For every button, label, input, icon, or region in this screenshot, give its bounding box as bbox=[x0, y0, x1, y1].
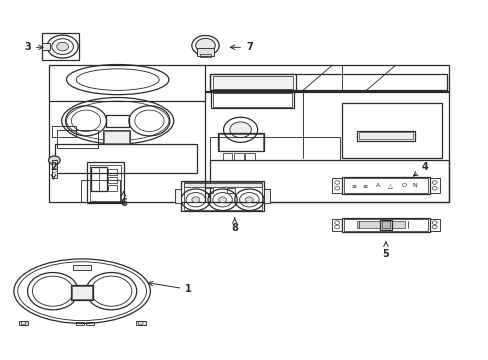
Bar bbox=[356, 131, 414, 140]
Bar bbox=[103, 130, 130, 144]
Bar bbox=[86, 321, 94, 325]
Bar bbox=[52, 160, 57, 178]
Bar bbox=[73, 265, 91, 270]
Text: 6: 6 bbox=[120, 192, 127, 208]
Circle shape bbox=[57, 42, 68, 51]
Bar bbox=[71, 285, 93, 300]
Bar bbox=[210, 74, 295, 90]
Text: A: A bbox=[375, 183, 379, 188]
Text: ≡: ≡ bbox=[362, 183, 367, 188]
Bar bbox=[87, 162, 124, 203]
Bar bbox=[41, 43, 50, 50]
Bar bbox=[91, 167, 106, 191]
Text: △: △ bbox=[387, 183, 392, 188]
Bar bbox=[181, 181, 264, 211]
Bar bbox=[183, 183, 261, 187]
Bar bbox=[341, 103, 441, 158]
Circle shape bbox=[245, 197, 253, 203]
Bar bbox=[222, 153, 232, 160]
Bar bbox=[210, 160, 448, 202]
Bar bbox=[341, 218, 429, 232]
Bar bbox=[429, 219, 439, 231]
Bar bbox=[217, 133, 264, 151]
Bar bbox=[136, 321, 145, 325]
Bar bbox=[211, 91, 294, 108]
Text: 4: 4 bbox=[412, 162, 427, 176]
Bar bbox=[175, 189, 181, 203]
Bar bbox=[183, 182, 261, 210]
Bar bbox=[72, 286, 92, 300]
Bar bbox=[90, 165, 121, 201]
Text: O: O bbox=[401, 183, 406, 188]
Bar bbox=[264, 189, 269, 203]
Bar bbox=[55, 144, 196, 173]
Bar bbox=[213, 93, 292, 107]
Bar bbox=[210, 74, 446, 90]
Bar bbox=[106, 115, 129, 127]
Bar bbox=[379, 220, 391, 230]
Bar bbox=[233, 153, 243, 160]
Bar bbox=[429, 178, 439, 193]
Bar bbox=[199, 54, 211, 57]
Bar bbox=[212, 76, 293, 89]
Bar bbox=[104, 131, 129, 143]
Bar bbox=[358, 132, 412, 139]
Bar bbox=[108, 177, 117, 183]
Bar bbox=[19, 321, 28, 325]
Circle shape bbox=[191, 197, 199, 203]
Bar bbox=[356, 221, 405, 228]
Bar bbox=[81, 180, 120, 202]
Bar bbox=[57, 130, 98, 148]
Bar bbox=[108, 185, 117, 191]
Bar bbox=[341, 177, 429, 194]
Text: 8: 8 bbox=[231, 218, 238, 233]
Bar bbox=[331, 219, 341, 231]
Bar bbox=[204, 188, 212, 193]
Text: ≡: ≡ bbox=[351, 183, 356, 188]
Bar bbox=[244, 153, 254, 160]
Text: 7: 7 bbox=[230, 42, 252, 52]
Bar bbox=[196, 48, 214, 55]
Bar bbox=[219, 134, 262, 150]
Text: 2: 2 bbox=[50, 162, 57, 179]
Bar bbox=[210, 137, 339, 160]
Bar bbox=[76, 321, 84, 325]
Circle shape bbox=[229, 122, 251, 138]
Circle shape bbox=[48, 156, 60, 165]
Circle shape bbox=[195, 39, 215, 53]
Text: 5: 5 bbox=[382, 242, 388, 258]
Bar bbox=[52, 126, 76, 137]
Text: N: N bbox=[412, 183, 417, 188]
Bar bbox=[108, 169, 117, 175]
Circle shape bbox=[218, 197, 226, 203]
Bar bbox=[343, 219, 427, 231]
Bar bbox=[343, 178, 427, 193]
Bar bbox=[227, 188, 235, 193]
Bar bbox=[331, 178, 341, 193]
Text: 1: 1 bbox=[148, 282, 191, 294]
Bar bbox=[381, 221, 389, 228]
Bar bbox=[41, 33, 79, 60]
Text: 3: 3 bbox=[24, 42, 43, 52]
